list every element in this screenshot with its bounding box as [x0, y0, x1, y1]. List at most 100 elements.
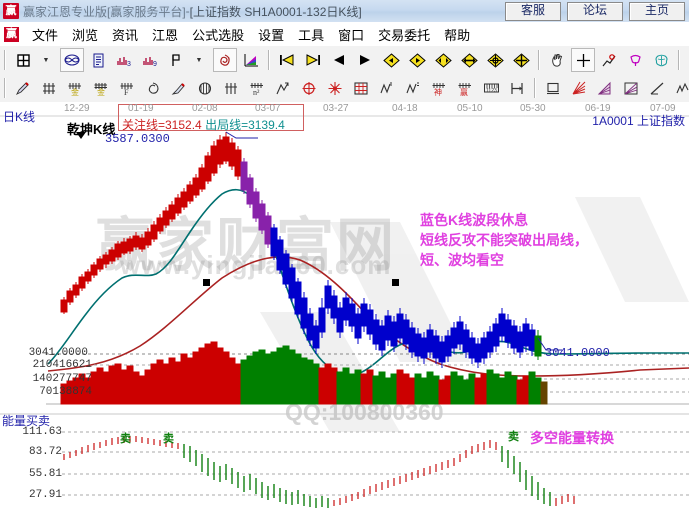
svg-text:1123: 1123: [486, 88, 497, 94]
menu-item-settings[interactable]: 设置: [258, 27, 285, 43]
chevron-down-icon[interactable]: ▼: [42, 56, 50, 64]
price-axis-label-3041: 3041.0000: [28, 347, 88, 359]
peak-icon[interactable]: [271, 76, 295, 100]
symbol-label: 1A0001 上证指数: [592, 114, 685, 128]
gann-f-icon[interactable]: F: [115, 76, 139, 100]
menu-item-news[interactable]: 资讯: [112, 27, 139, 43]
zoom-in-diamond-icon[interactable]: [405, 48, 429, 72]
homepage-button[interactable]: 主页: [629, 2, 685, 21]
prev-icon[interactable]: [327, 48, 351, 72]
gann-wheel-icon[interactable]: [193, 76, 217, 100]
toolbar-separator-3: [538, 50, 540, 70]
chart-panel[interactable]: 赢家财富网 www.yingjia360.com QQ:100800360: [0, 102, 689, 511]
flag-icon[interactable]: [164, 48, 188, 72]
starburst-icon[interactable]: [323, 76, 347, 100]
menu-item-file[interactable]: 文件: [32, 27, 59, 43]
indicator-title: 能量买卖: [2, 414, 51, 428]
indicator-tick-3: 27.91: [28, 489, 62, 501]
ying-icon[interactable]: 赢: [453, 76, 477, 100]
svg-text:金: 金: [97, 87, 105, 96]
gann-fan-grid-icon[interactable]: [219, 76, 243, 100]
chevron-down-icon-2[interactable]: ▼: [195, 56, 203, 64]
crosshair-icon[interactable]: [571, 48, 595, 72]
date-tick-1: 01-19: [128, 103, 154, 114]
tulip-icon[interactable]: [623, 48, 647, 72]
volume-bars: [60, 341, 548, 405]
last-page-icon[interactable]: [301, 48, 325, 72]
peak-price-label: 3587.0300: [105, 132, 170, 146]
spectrum-icon[interactable]: [239, 48, 263, 72]
pen-red-icon[interactable]: [11, 76, 35, 100]
date-tick-6: 05-10: [457, 103, 483, 114]
brain-icon[interactable]: [649, 48, 673, 72]
draw-pen-icon[interactable]: [597, 48, 621, 72]
date-tick-8: 06-19: [585, 103, 611, 114]
ruler-icon[interactable]: 1123: [479, 76, 503, 100]
multi-chart-3-icon[interactable]: 3: [112, 48, 136, 72]
square-grid-icon[interactable]: [349, 76, 373, 100]
hand-pan-icon[interactable]: [545, 48, 569, 72]
window-title-document: [上证指数 SH1A0001-132日K线]: [189, 4, 362, 19]
angle-line-icon[interactable]: [645, 76, 669, 100]
menu-item-trade[interactable]: 交易委托: [378, 27, 431, 43]
svg-text:3: 3: [127, 61, 131, 68]
next-icon[interactable]: [353, 48, 377, 72]
volume-axis-label-mid: 140277747: [32, 373, 92, 385]
date-tick-0: 12-29: [64, 103, 90, 114]
wave-icon[interactable]: [375, 76, 399, 100]
wave2-icon[interactable]: [401, 76, 425, 100]
zigzag-icon[interactable]: [671, 76, 689, 100]
first-page-icon[interactable]: [275, 48, 299, 72]
overlay-indicator-label: 乾坤K线: [67, 122, 116, 137]
svg-text:9: 9: [153, 61, 157, 68]
gann-grid-icon[interactable]: [37, 76, 61, 100]
calendar-21-icon[interactable]: 21: [685, 48, 689, 72]
multi-chart-9-icon[interactable]: 9: [138, 48, 162, 72]
alert-line-box: [118, 104, 304, 131]
sell-marker-1: 卖: [120, 433, 131, 445]
collapse-h-diamond-icon[interactable]: [483, 48, 507, 72]
menu-item-help[interactable]: 帮助: [444, 27, 471, 43]
menu-bar: 赢 文件 浏览 资讯 江恩 公式选股 设置 工具 窗口 交易委托 帮助: [0, 22, 689, 47]
globe-chart-icon[interactable]: [60, 48, 84, 72]
measure-icon[interactable]: [505, 76, 529, 100]
shift-left-diamond-icon[interactable]: [431, 48, 455, 72]
target-circle-icon[interactable]: [297, 76, 321, 100]
gann-gold-1-icon[interactable]: 金: [63, 76, 87, 100]
indicator-tick-1: 83.72: [28, 446, 62, 458]
menu-item-window[interactable]: 窗口: [338, 27, 365, 43]
title-bar-buttons: 客服 论坛 主页: [505, 2, 685, 21]
date-tick-4: 03-27: [323, 103, 349, 114]
document-icon[interactable]: [86, 48, 110, 72]
expand-v-diamond-icon[interactable]: [509, 48, 533, 72]
calendar-day-icon[interactable]: [11, 48, 35, 72]
menu-item-browse[interactable]: 浏览: [72, 27, 99, 43]
box-icon[interactable]: [541, 76, 565, 100]
zoom-out-diamond-icon[interactable]: [379, 48, 403, 72]
menu-item-tools[interactable]: 工具: [298, 27, 325, 43]
gann-gold-2-icon[interactable]: 金: [89, 76, 113, 100]
shen-icon[interactable]: 神: [427, 76, 451, 100]
forum-button[interactable]: 论坛: [567, 2, 623, 21]
menu-item-formula-stockpick[interactable]: 公式选股: [192, 27, 245, 43]
pencil-draw-icon[interactable]: [167, 76, 191, 100]
date-tick-2: 02-08: [192, 103, 218, 114]
fan-fill-icon[interactable]: [593, 76, 617, 100]
kline-period-label: 日K线: [3, 110, 36, 124]
fan-box-icon[interactable]: [619, 76, 643, 100]
n-square-icon[interactable]: n²: [245, 76, 269, 100]
gann-toolbar: 金 金 F n²: [0, 74, 689, 103]
cycle-icon[interactable]: [213, 48, 237, 72]
menu-logo-icon: 赢: [4, 26, 19, 42]
gann-separator-2: [534, 78, 536, 98]
annotation-line-2: 短线反攻不能突破出局线，: [420, 232, 588, 248]
price-volume-indicator-plot: [0, 115, 689, 508]
annotation-line-1: 蓝色K线波段休息: [420, 212, 529, 228]
spiral-icon[interactable]: [141, 76, 165, 100]
volume-axis-label-max: 210416621: [32, 359, 92, 371]
customer-service-button[interactable]: 客服: [505, 2, 561, 21]
fan-lines-icon[interactable]: [567, 76, 591, 100]
menu-item-gann[interactable]: 江恩: [152, 27, 179, 43]
expand-h-diamond-icon[interactable]: [457, 48, 481, 72]
